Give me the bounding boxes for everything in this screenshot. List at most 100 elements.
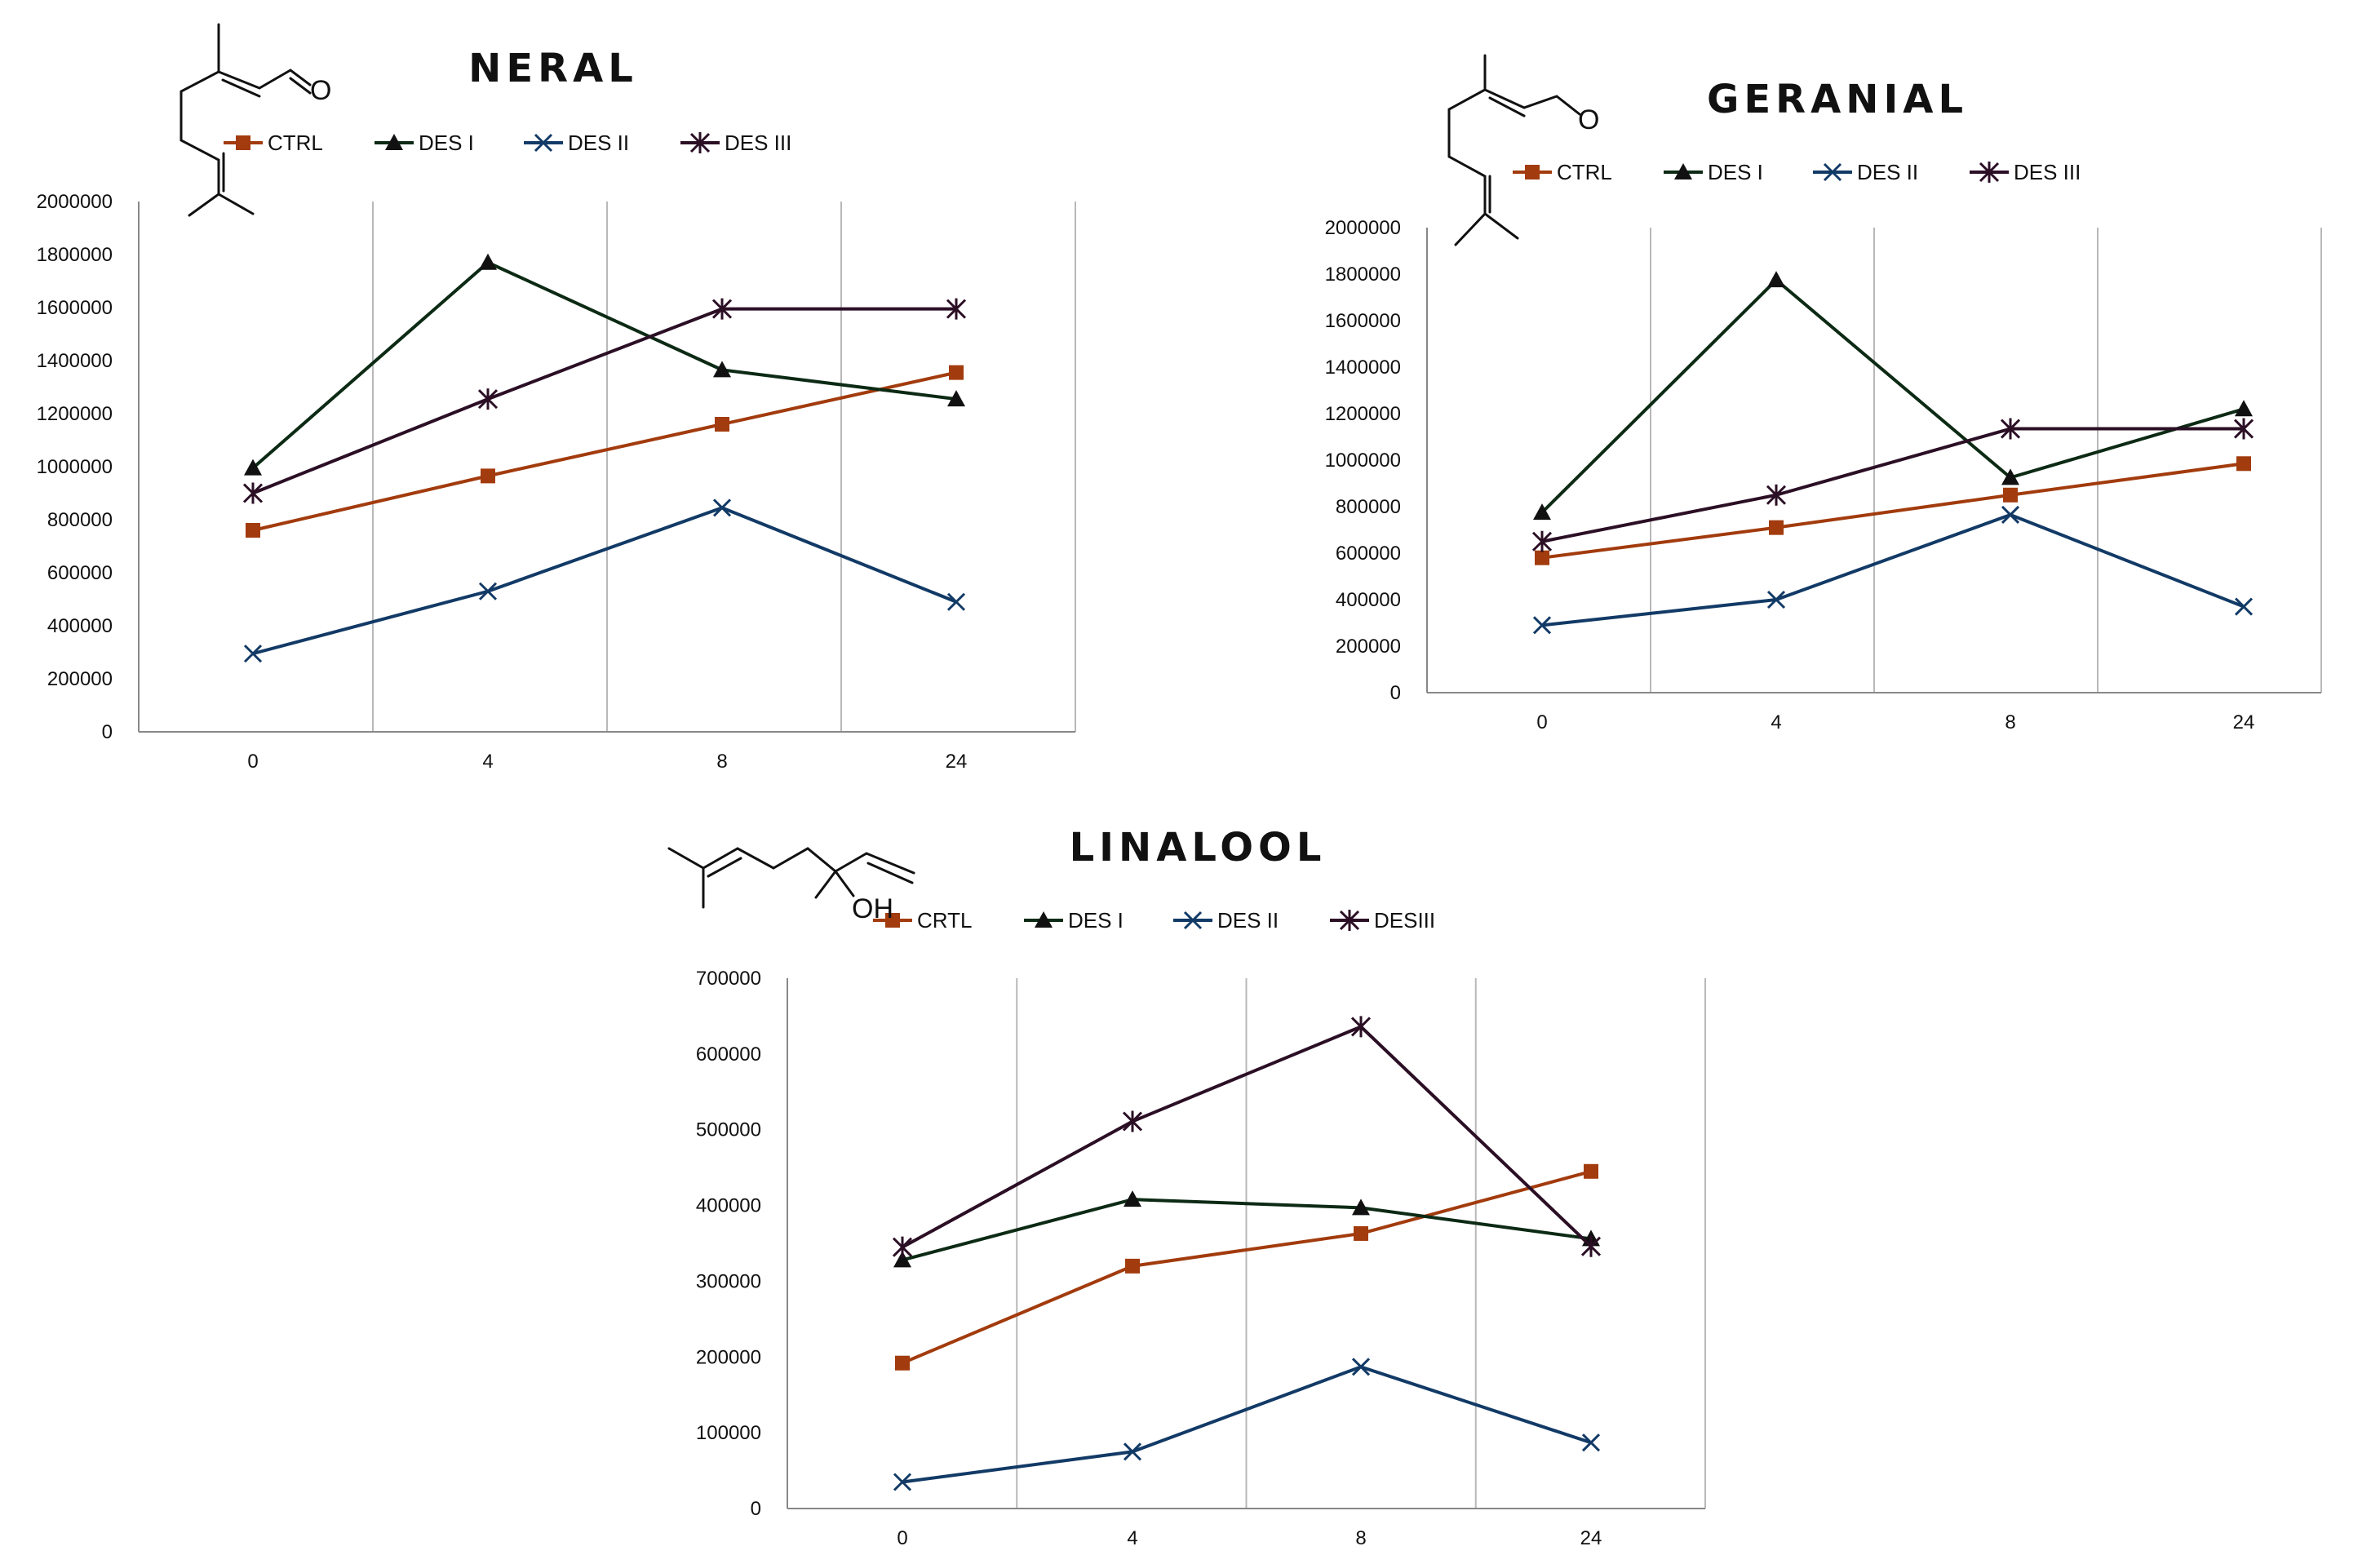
legend-label-linalool-CTRL: CRTL [917, 908, 972, 933]
legend-marker-neral-DESII [534, 133, 553, 153]
ytick-label-neral-10: 2000000 [37, 191, 113, 213]
legend-linalool: CRTL DES I DES II DESIII [873, 908, 1435, 933]
legend-item-linalool-DESIII: DESIII [1330, 908, 1435, 933]
legend-marker-geranial-DESIII [1979, 162, 2000, 183]
chart-title-neral: NERAL [468, 46, 638, 91]
chart-geranial: GERANIAL CTRL DES I DES II DES III 0 200000 4… [1325, 54, 2322, 733]
legend-marker-linalool-DESII [1183, 910, 1203, 930]
xtick-label-geranial-1: 4 [1771, 711, 1781, 733]
legend-item-linalool-DESII: DES II [1173, 908, 1279, 933]
point-geranial-DESII-3 [2234, 597, 2254, 616]
xtick-label-geranial-3: 24 [2233, 711, 2255, 733]
ytick-label-neral-4: 800000 [47, 509, 113, 531]
legend-label-geranial-DESI: DES I [1708, 160, 1763, 184]
point-neral-DESIII-2 [711, 298, 733, 320]
point-geranial-DESII-0 [1532, 616, 1552, 635]
xtick-label-neral-1: 4 [482, 751, 493, 773]
legend-label-geranial-CTRL: CTRL [1557, 160, 1612, 184]
series-line-neral-DESI [251, 260, 957, 470]
point-linalool-CTRL-2 [1354, 1225, 1368, 1241]
point-neral-DESIII-3 [946, 298, 967, 320]
point-neral-DESIII-1 [477, 388, 499, 410]
point-geranial-DESI-2 [2001, 468, 2019, 485]
legend-item-neral-DESII: DES II [524, 131, 629, 155]
gridlines-neral [372, 202, 1076, 732]
structure-label-linalool: OH [852, 893, 893, 924]
legend-marker-neral-DESIII [689, 132, 711, 153]
point-geranial-DESIII-1 [1766, 484, 1787, 506]
point-geranial-CTRL-2 [2003, 487, 2018, 503]
ytick-label-geranial-5: 1000000 [1325, 450, 1401, 472]
ytick-label-linalool-6: 600000 [696, 1043, 761, 1066]
legend-label-geranial-DESII: DES II [1857, 160, 1918, 184]
structure-label-geranial: O [1578, 104, 1599, 135]
structure-label-neral: O [310, 75, 331, 106]
ytick-label-geranial-9: 1800000 [1325, 264, 1401, 286]
point-geranial-DESI-0 [1533, 503, 1551, 521]
series-line-geranial-DESI [1540, 278, 2245, 514]
point-linalool-CTRL-0 [895, 1355, 910, 1371]
xticks-geranial: 0 4 8 24 [1536, 711, 2254, 733]
point-linalool-DESII-1 [1123, 1442, 1142, 1461]
legend-marker-neral-CTRL [236, 135, 250, 150]
xtick-label-neral-3: 24 [946, 751, 968, 773]
ytick-label-geranial-6: 1200000 [1325, 403, 1401, 425]
point-linalool-DESIII-0 [892, 1236, 913, 1258]
legend-item-geranial-DESI: DES I [1664, 160, 1763, 184]
point-neral-DESI-2 [713, 361, 731, 378]
xtick-label-neral-2: 8 [716, 751, 727, 773]
ytick-label-linalool-1: 100000 [696, 1422, 761, 1444]
point-linalool-CTRL-3 [1584, 1163, 1598, 1179]
point-linalool-DESI-1 [1124, 1190, 1141, 1207]
legend-geranial: CTRL DES I DES II DES III [1513, 160, 2081, 184]
legend-label-neral-CTRL: CTRL [268, 131, 323, 155]
legend-marker-linalool-CTRL [885, 913, 900, 928]
chart-neral: NERAL CTRL DES I DES II DES III 0 200000 4000… [37, 23, 1076, 773]
gridlines-linalool [1016, 978, 1706, 1509]
xtick-label-neral-0: 0 [247, 751, 258, 773]
legend-marker-geranial-CTRL [1525, 165, 1540, 179]
xtick-label-linalool-2: 8 [1355, 1527, 1366, 1549]
ytick-label-linalool-7: 700000 [696, 968, 761, 990]
ytick-label-neral-0: 0 [102, 721, 113, 743]
ytick-label-linalool-3: 300000 [696, 1270, 761, 1292]
point-linalool-DESIII-1 [1122, 1110, 1143, 1132]
yticks-linalool: 0 100000 200000 300000 400000 500000 600000 700… [696, 968, 761, 1520]
ytick-label-neral-5: 1000000 [37, 456, 113, 478]
axes-linalool [787, 978, 1705, 1509]
legend-label-neral-DESIII: DES III [725, 131, 791, 155]
legend-label-neral-DESI: DES I [419, 131, 474, 155]
point-geranial-DESI-1 [1767, 271, 1785, 288]
ytick-label-linalool-0: 0 [751, 1498, 761, 1520]
ytick-label-neral-1: 200000 [47, 668, 113, 690]
ytick-label-geranial-3: 600000 [1336, 543, 1401, 565]
point-neral-DESI-0 [244, 459, 262, 476]
ytick-label-linalool-2: 200000 [696, 1346, 761, 1368]
ytick-label-geranial-2: 400000 [1336, 589, 1401, 611]
legend-marker-linalool-DESI [1035, 911, 1053, 928]
series-line-linalool-DESI [902, 1198, 1592, 1262]
point-linalool-DESIII-2 [1350, 1016, 1372, 1038]
xtick-label-linalool-1: 4 [1127, 1527, 1137, 1549]
series-line-neral-CTRL [252, 370, 957, 532]
point-linalool-DESII-2 [1351, 1358, 1371, 1376]
legend-marker-geranial-DESI [1674, 163, 1692, 179]
ytick-label-neral-9: 1800000 [37, 244, 113, 266]
ytick-label-geranial-7: 1400000 [1325, 357, 1401, 379]
point-neral-DESIII-0 [242, 482, 264, 504]
point-geranial-DESII-1 [1766, 590, 1786, 609]
series-line-geranial-CTRL [1541, 462, 2245, 560]
legend-marker-neral-DESI [385, 134, 403, 150]
yticks-geranial: 0 200000 400000 600000 800000 1000000 1200000 1… [1325, 217, 1401, 704]
ytick-label-geranial-8: 1600000 [1325, 310, 1401, 332]
legend-item-geranial-DESIII: DES III [1970, 160, 2081, 184]
point-geranial-DESII-2 [2001, 505, 2020, 525]
xticks-linalool: 0 4 8 24 [897, 1527, 1602, 1549]
point-linalool-DESI-0 [893, 1251, 911, 1268]
series-line-linalool-DESIII [902, 1025, 1593, 1249]
series-line-neral-DESIII [252, 307, 956, 495]
axes-geranial [1426, 228, 2321, 693]
xticks-neral: 0 4 8 24 [247, 751, 967, 773]
point-neral-DESII-0 [243, 645, 263, 663]
